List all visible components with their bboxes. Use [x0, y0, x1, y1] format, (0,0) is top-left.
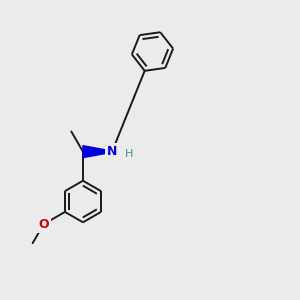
Text: H: H — [125, 149, 134, 159]
Text: O: O — [38, 218, 49, 231]
Polygon shape — [83, 146, 112, 158]
Text: N: N — [107, 145, 117, 158]
